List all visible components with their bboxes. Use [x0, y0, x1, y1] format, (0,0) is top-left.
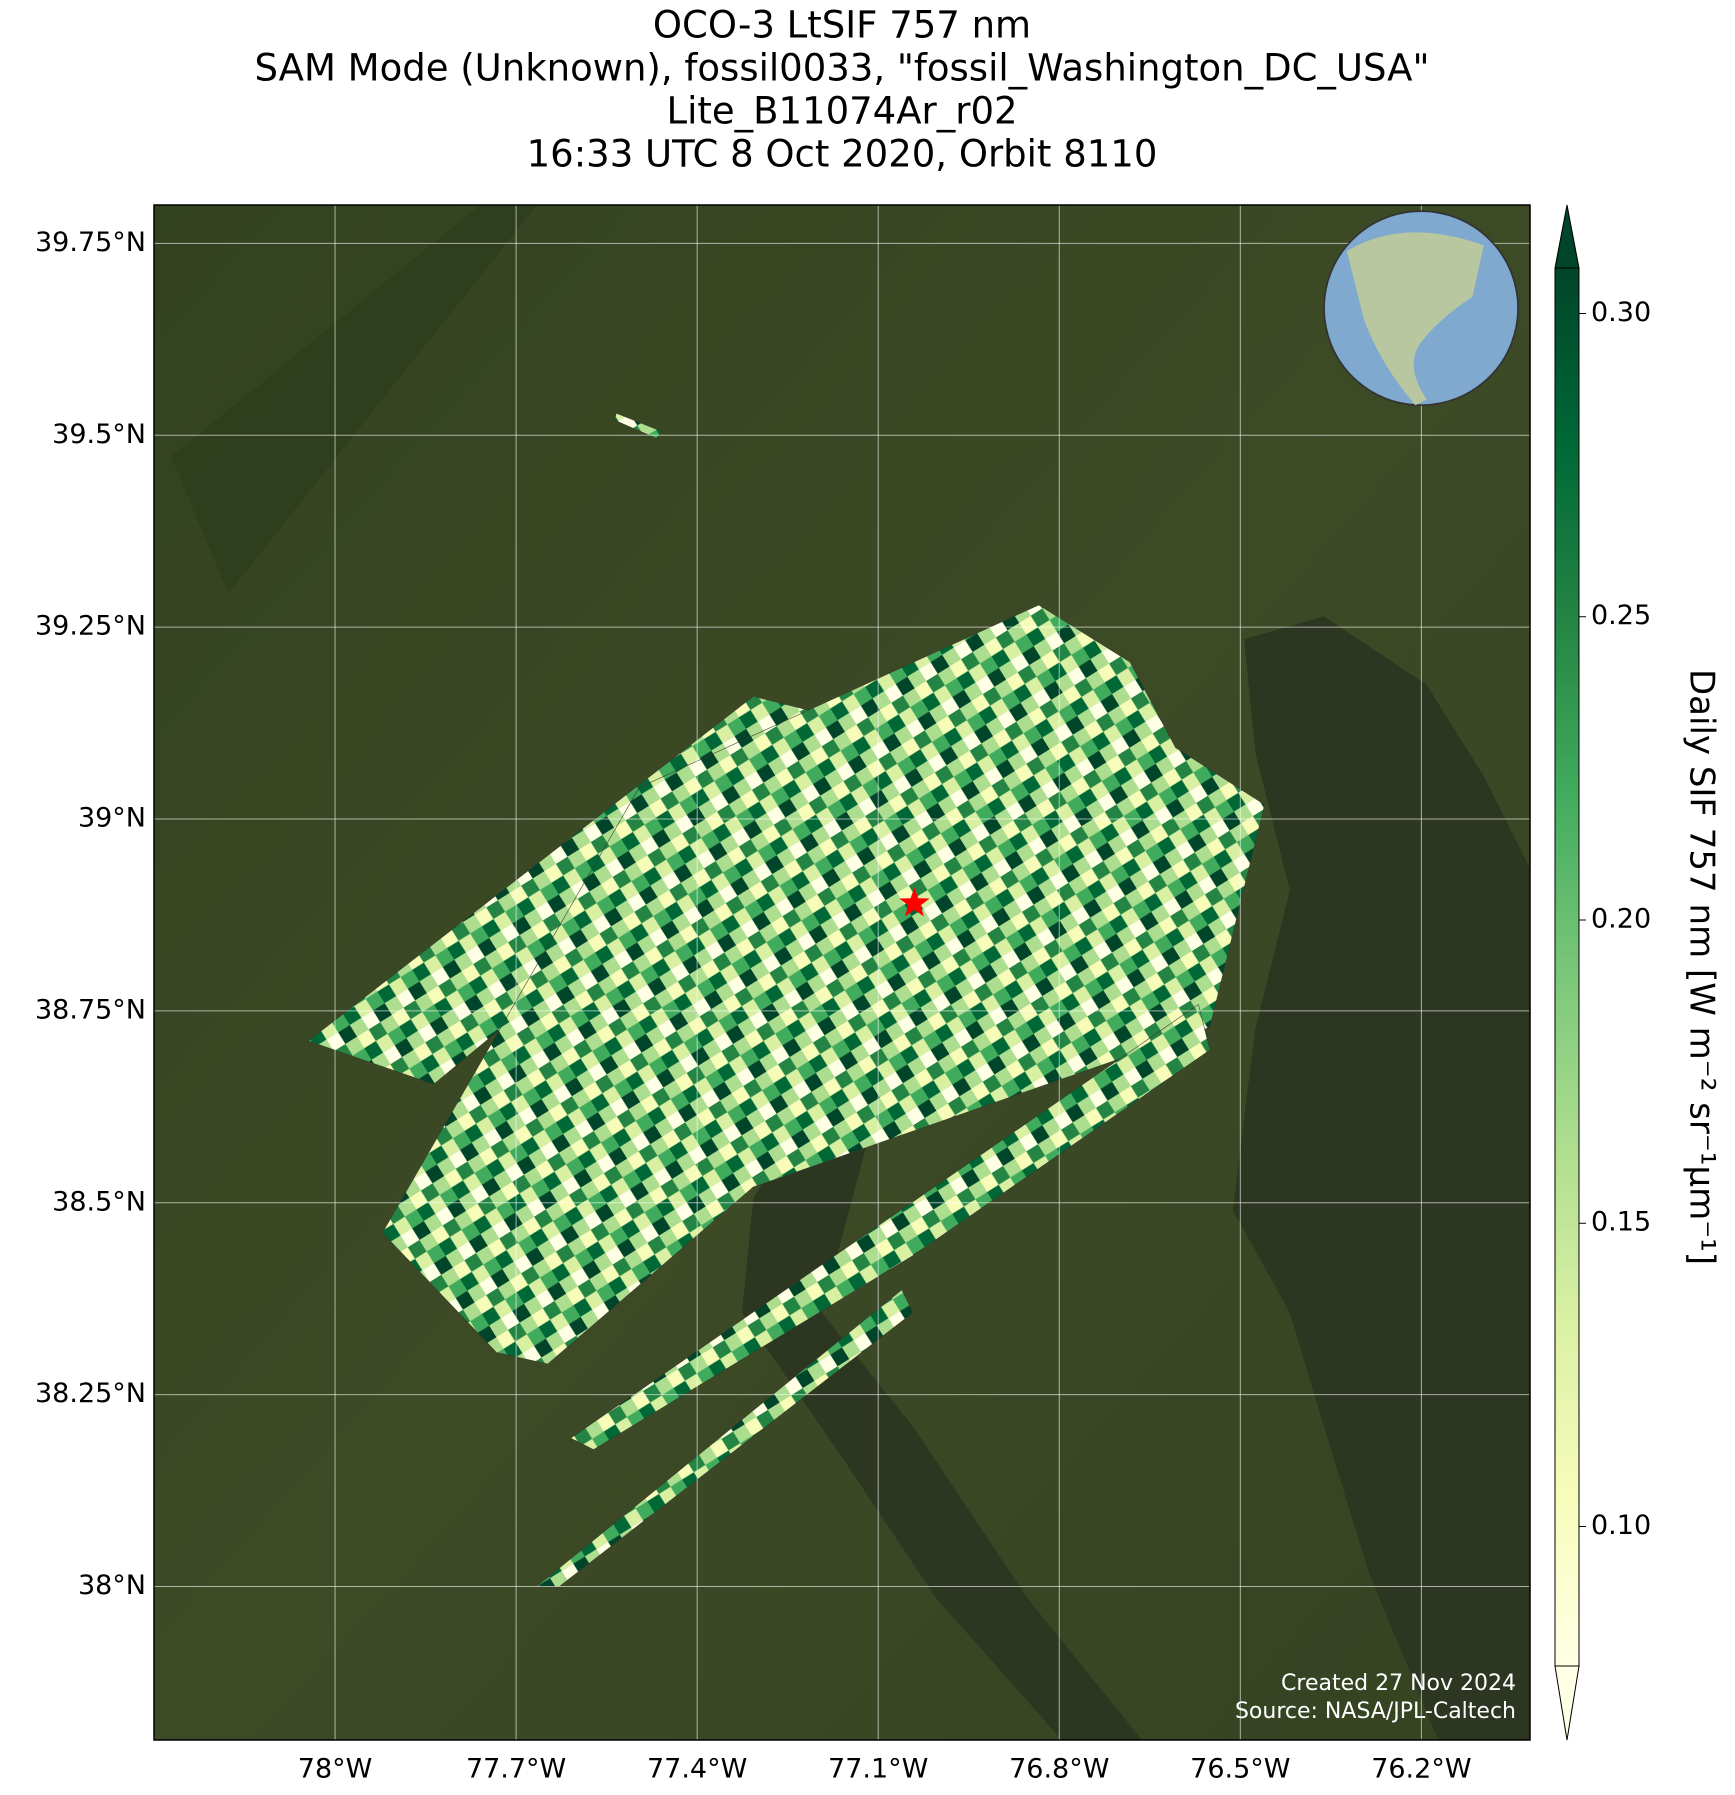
- x-tick-label: 78°W: [298, 1754, 373, 1785]
- x-tick-label: 77.7°W: [466, 1754, 566, 1785]
- colorbar-tick-label: 0.10: [1591, 1510, 1651, 1541]
- x-tick-label: 76.2°W: [1371, 1754, 1471, 1785]
- ridge: [171, 205, 537, 594]
- colorbar-frame: [1554, 267, 1580, 1667]
- colorbar: [1555, 268, 1579, 1666]
- inset-globe: [1323, 210, 1519, 407]
- y-tick-label: 39.5°N: [52, 419, 146, 450]
- y-tick-label: 38.25°N: [35, 1378, 146, 1409]
- swaths: [307, 412, 1265, 1587]
- colorbar-tick-label: 0.20: [1591, 903, 1651, 934]
- y-tick-label: 39°N: [78, 803, 146, 834]
- colorbar-label: Daily SIF 757 nm [W m⁻² sr⁻¹μm⁻¹]: [1682, 669, 1722, 1265]
- colorbar-tick-label: 0.25: [1591, 600, 1651, 631]
- swath: [382, 604, 1265, 1365]
- layout-shapes: [171, 205, 1530, 1740]
- swath: [613, 412, 663, 439]
- swath: [570, 1003, 1211, 1450]
- colorbar-tick-label: 0.15: [1591, 1207, 1651, 1238]
- colorbar-tick-label: 0.30: [1591, 297, 1651, 328]
- bay-water: [1232, 616, 1530, 1740]
- credit: Source: NASA/JPL-Caltech: [1235, 1699, 1516, 1724]
- x-tick-label: 77.4°W: [647, 1754, 747, 1785]
- title-line: Lite_B11074Ar_r02: [666, 90, 1017, 133]
- colorbar-extend-max: [1554, 204, 1580, 269]
- continent: [1346, 232, 1484, 406]
- river-water: [741, 1084, 1142, 1740]
- site-marker: [899, 887, 930, 917]
- map: [154, 205, 1530, 1740]
- y-tick-label: 39.75°N: [35, 227, 146, 258]
- map-frame: [153, 204, 1531, 1741]
- y-tick-label: 39.25°N: [35, 611, 146, 642]
- title-line: SAM Mode (Unknown), fossil0033, "fossil_…: [255, 47, 1430, 90]
- colorbar-extend-min: [1554, 1665, 1580, 1741]
- y-tick-label: 38.75°N: [35, 994, 146, 1025]
- title-line: 16:33 UTC 8 Oct 2020, Orbit 8110: [527, 133, 1158, 176]
- y-tick-label: 38.5°N: [52, 1186, 146, 1217]
- x-tick-label: 77.1°W: [828, 1754, 928, 1785]
- y-tick-label: 38°N: [78, 1570, 146, 1601]
- title-line: OCO-3 LtSIF 757 nm: [653, 4, 1031, 47]
- x-tick-label: 76.8°W: [1009, 1754, 1109, 1785]
- credit: Created 27 Nov 2024: [1281, 1671, 1516, 1696]
- x-tick-label: 76.5°W: [1190, 1754, 1290, 1785]
